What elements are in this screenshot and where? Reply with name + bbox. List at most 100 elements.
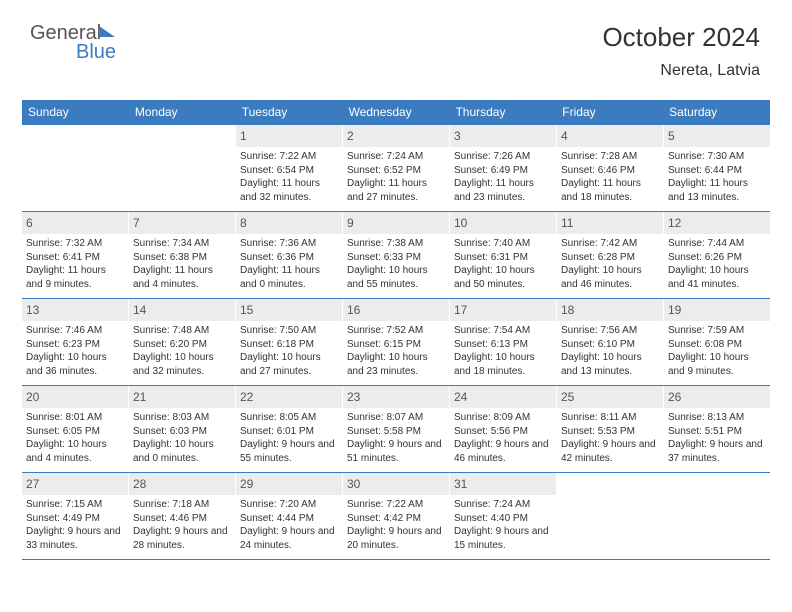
daylight-text: Daylight: 9 hours and 55 minutes. [240, 438, 338, 465]
day-cell: 17Sunrise: 7:54 AMSunset: 6:13 PMDayligh… [450, 299, 557, 385]
day-number: 25 [557, 386, 663, 408]
day-cell: 0. [22, 125, 129, 211]
day-of-week-header: Sunday Monday Tuesday Wednesday Thursday… [22, 100, 770, 124]
day-cell: 0. [129, 125, 236, 211]
daylight-text: Daylight: 9 hours and 37 minutes. [668, 438, 766, 465]
sunset-text: Sunset: 6:28 PM [561, 251, 659, 265]
sunset-text: Sunset: 5:58 PM [347, 425, 445, 439]
day-number: 26 [664, 386, 770, 408]
day-number: 22 [236, 386, 342, 408]
day-number: 18 [557, 299, 663, 321]
dow-friday: Friday [556, 100, 663, 124]
day-cell: 6Sunrise: 7:32 AMSunset: 6:41 PMDaylight… [22, 212, 129, 298]
week-row: 13Sunrise: 7:46 AMSunset: 6:23 PMDayligh… [22, 298, 770, 385]
day-cell: 28Sunrise: 7:18 AMSunset: 4:46 PMDayligh… [129, 473, 236, 559]
sunrise-text: Sunrise: 7:46 AM [26, 324, 124, 338]
day-number: 6 [22, 212, 128, 234]
sunrise-text: Sunrise: 7:32 AM [26, 237, 124, 251]
sunset-text: Sunset: 5:53 PM [561, 425, 659, 439]
sunrise-text: Sunrise: 8:11 AM [561, 411, 659, 425]
daylight-text: Daylight: 11 hours and 0 minutes. [240, 264, 338, 291]
day-details: Sunrise: 7:59 AMSunset: 6:08 PMDaylight:… [664, 321, 770, 382]
day-number: 4 [557, 125, 663, 147]
sunrise-text: Sunrise: 7:30 AM [668, 150, 766, 164]
weeks-container: 0.0.1Sunrise: 7:22 AMSunset: 6:54 PMDayl… [22, 124, 770, 559]
day-cell: 23Sunrise: 8:07 AMSunset: 5:58 PMDayligh… [343, 386, 450, 472]
day-number: 9 [343, 212, 449, 234]
daylight-text: Daylight: 10 hours and 4 minutes. [26, 438, 124, 465]
day-details: Sunrise: 7:44 AMSunset: 6:26 PMDaylight:… [664, 234, 770, 295]
dow-tuesday: Tuesday [236, 100, 343, 124]
daylight-text: Daylight: 9 hours and 15 minutes. [454, 525, 552, 552]
sunrise-text: Sunrise: 7:34 AM [133, 237, 231, 251]
day-number: 7 [129, 212, 235, 234]
sunset-text: Sunset: 4:42 PM [347, 512, 445, 526]
daylight-text: Daylight: 11 hours and 9 minutes. [26, 264, 124, 291]
daylight-text: Daylight: 9 hours and 20 minutes. [347, 525, 445, 552]
sunset-text: Sunset: 6:54 PM [240, 164, 338, 178]
day-number: 14 [129, 299, 235, 321]
day-cell: 27Sunrise: 7:15 AMSunset: 4:49 PMDayligh… [22, 473, 129, 559]
day-number: 21 [129, 386, 235, 408]
sunrise-text: Sunrise: 8:01 AM [26, 411, 124, 425]
sunrise-text: Sunrise: 7:38 AM [347, 237, 445, 251]
day-details: Sunrise: 7:38 AMSunset: 6:33 PMDaylight:… [343, 234, 449, 295]
day-cell: 4Sunrise: 7:28 AMSunset: 6:46 PMDaylight… [557, 125, 664, 211]
day-cell: 18Sunrise: 7:56 AMSunset: 6:10 PMDayligh… [557, 299, 664, 385]
daylight-text: Daylight: 9 hours and 24 minutes. [240, 525, 338, 552]
sunrise-text: Sunrise: 7:15 AM [26, 498, 124, 512]
daylight-text: Daylight: 9 hours and 28 minutes. [133, 525, 231, 552]
sunset-text: Sunset: 6:08 PM [668, 338, 766, 352]
sunrise-text: Sunrise: 7:54 AM [454, 324, 552, 338]
day-cell: 29Sunrise: 7:20 AMSunset: 4:44 PMDayligh… [236, 473, 343, 559]
day-details: Sunrise: 7:24 AMSunset: 4:40 PMDaylight:… [450, 495, 556, 556]
sunset-text: Sunset: 6:26 PM [668, 251, 766, 265]
sunrise-text: Sunrise: 7:18 AM [133, 498, 231, 512]
day-cell: 0. [664, 473, 770, 559]
triangle-icon [99, 26, 115, 37]
week-row: 6Sunrise: 7:32 AMSunset: 6:41 PMDaylight… [22, 211, 770, 298]
day-cell: 16Sunrise: 7:52 AMSunset: 6:15 PMDayligh… [343, 299, 450, 385]
sunset-text: Sunset: 6:36 PM [240, 251, 338, 265]
day-number: 24 [450, 386, 556, 408]
sunrise-text: Sunrise: 7:26 AM [454, 150, 552, 164]
sunrise-text: Sunrise: 7:52 AM [347, 324, 445, 338]
daylight-text: Daylight: 10 hours and 55 minutes. [347, 264, 445, 291]
day-number: 12 [664, 212, 770, 234]
day-details: Sunrise: 8:11 AMSunset: 5:53 PMDaylight:… [557, 408, 663, 469]
sunrise-text: Sunrise: 7:22 AM [347, 498, 445, 512]
calendar-location: Nereta, Latvia [660, 62, 760, 80]
day-details: Sunrise: 7:15 AMSunset: 4:49 PMDaylight:… [22, 495, 128, 556]
day-details: Sunrise: 7:18 AMSunset: 4:46 PMDaylight:… [129, 495, 235, 556]
sunset-text: Sunset: 6:05 PM [26, 425, 124, 439]
sunrise-text: Sunrise: 7:56 AM [561, 324, 659, 338]
day-details: Sunrise: 8:13 AMSunset: 5:51 PMDaylight:… [664, 408, 770, 469]
daylight-text: Daylight: 10 hours and 0 minutes. [133, 438, 231, 465]
sunset-text: Sunset: 6:33 PM [347, 251, 445, 265]
day-details: Sunrise: 8:09 AMSunset: 5:56 PMDaylight:… [450, 408, 556, 469]
day-cell: 31Sunrise: 7:24 AMSunset: 4:40 PMDayligh… [450, 473, 557, 559]
day-number: 31 [450, 473, 556, 495]
day-details: Sunrise: 7:22 AMSunset: 4:42 PMDaylight:… [343, 495, 449, 556]
day-cell: 26Sunrise: 8:13 AMSunset: 5:51 PMDayligh… [664, 386, 770, 472]
day-details: Sunrise: 7:50 AMSunset: 6:18 PMDaylight:… [236, 321, 342, 382]
day-number: 16 [343, 299, 449, 321]
daylight-text: Daylight: 10 hours and 9 minutes. [668, 351, 766, 378]
day-cell: 9Sunrise: 7:38 AMSunset: 6:33 PMDaylight… [343, 212, 450, 298]
daylight-text: Daylight: 10 hours and 27 minutes. [240, 351, 338, 378]
daylight-text: Daylight: 10 hours and 13 minutes. [561, 351, 659, 378]
day-number: 15 [236, 299, 342, 321]
day-number: 8 [236, 212, 342, 234]
dow-saturday: Saturday [663, 100, 770, 124]
daylight-text: Daylight: 9 hours and 46 minutes. [454, 438, 552, 465]
daylight-text: Daylight: 11 hours and 27 minutes. [347, 177, 445, 204]
daylight-text: Daylight: 10 hours and 41 minutes. [668, 264, 766, 291]
sunrise-text: Sunrise: 7:24 AM [347, 150, 445, 164]
sunset-text: Sunset: 6:13 PM [454, 338, 552, 352]
week-row: 0.0.1Sunrise: 7:22 AMSunset: 6:54 PMDayl… [22, 124, 770, 211]
day-number: 29 [236, 473, 342, 495]
day-cell: 21Sunrise: 8:03 AMSunset: 6:03 PMDayligh… [129, 386, 236, 472]
sunrise-text: Sunrise: 8:03 AM [133, 411, 231, 425]
day-details: Sunrise: 7:22 AMSunset: 6:54 PMDaylight:… [236, 147, 342, 208]
sunrise-text: Sunrise: 7:20 AM [240, 498, 338, 512]
